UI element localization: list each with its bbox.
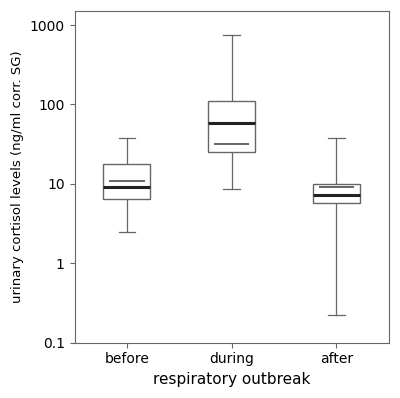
- X-axis label: respiratory outbreak: respiratory outbreak: [153, 372, 310, 387]
- Y-axis label: urinary cortisol levels (ng/ml corr. SG): urinary cortisol levels (ng/ml corr. SG): [11, 51, 24, 303]
- Bar: [208, 101, 255, 152]
- Bar: [103, 164, 150, 199]
- Bar: [313, 184, 360, 203]
